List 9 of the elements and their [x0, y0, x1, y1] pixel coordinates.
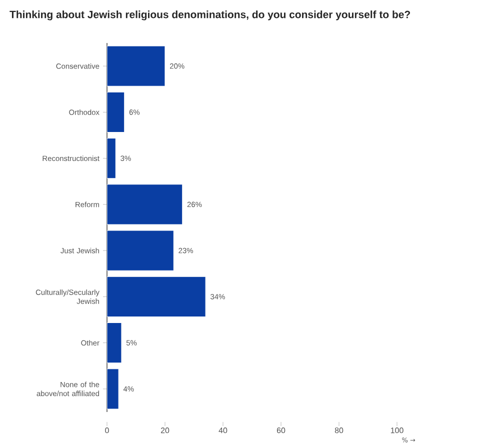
- bar: [107, 184, 183, 225]
- bar: [107, 276, 206, 318]
- bar: [107, 322, 122, 364]
- bar: [107, 230, 174, 271]
- bar: [107, 138, 116, 178]
- bar: [107, 46, 166, 86]
- chart-title: Thinking about Jewish religious denominations, do you consider yourself to be?: [10, 10, 410, 20]
- bar: [107, 368, 119, 410]
- bar: [107, 92, 125, 133]
